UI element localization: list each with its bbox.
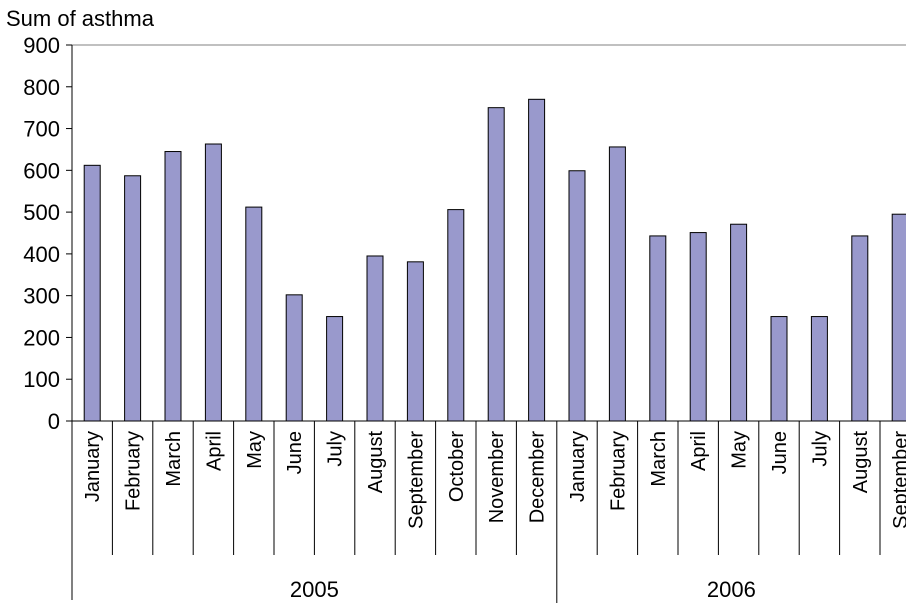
bar bbox=[730, 223, 748, 422]
bar bbox=[83, 164, 101, 422]
x-tick-label: February bbox=[607, 431, 629, 511]
x-group-label: 2005 bbox=[290, 577, 339, 602]
x-tick-label: June bbox=[284, 431, 306, 474]
bar bbox=[164, 151, 182, 422]
x-tick-label: July bbox=[809, 431, 831, 467]
x-tick-label: August bbox=[850, 431, 872, 494]
y-tick-label: 200 bbox=[23, 325, 60, 350]
x-tick-label: January bbox=[567, 431, 589, 502]
bar bbox=[366, 255, 384, 422]
x-tick-label: April bbox=[203, 431, 225, 471]
bar bbox=[770, 316, 788, 422]
x-tick-label: February bbox=[123, 431, 145, 511]
x-tick-label: January bbox=[82, 431, 104, 502]
x-tick-label: June bbox=[769, 431, 791, 474]
y-tick-label: 0 bbox=[48, 409, 60, 434]
x-tick-label: May bbox=[244, 431, 266, 469]
chart-title: Sum of asthma bbox=[6, 6, 154, 31]
bar bbox=[447, 209, 465, 422]
bar bbox=[689, 232, 707, 422]
y-tick-label: 800 bbox=[23, 75, 60, 100]
bar bbox=[528, 98, 546, 422]
x-tick-label: December bbox=[527, 431, 549, 524]
bar bbox=[487, 107, 505, 422]
bar bbox=[406, 261, 424, 422]
x-tick-label: September bbox=[405, 431, 427, 529]
x-tick-label: July bbox=[325, 431, 347, 467]
x-tick-label: May bbox=[729, 431, 751, 469]
y-tick-label: 900 bbox=[23, 33, 60, 58]
x-tick-label: October bbox=[446, 431, 468, 502]
y-axis: 0 100 200 300 400 500 600 700 800 900 bbox=[23, 33, 73, 600]
x-tick-label: April bbox=[688, 431, 710, 471]
y-tick-label: 600 bbox=[23, 158, 60, 183]
x-group-label: 2006 bbox=[707, 577, 756, 602]
bar bbox=[204, 143, 222, 422]
x-tick-label: September bbox=[890, 431, 906, 529]
bar bbox=[245, 206, 263, 422]
bar bbox=[810, 316, 828, 422]
bars bbox=[83, 98, 906, 422]
x-tick-label: March bbox=[163, 431, 185, 487]
y-tick-label: 100 bbox=[23, 367, 60, 392]
y-tick-label: 700 bbox=[23, 117, 60, 142]
bar bbox=[891, 213, 906, 422]
bar bbox=[851, 235, 869, 422]
bar bbox=[285, 294, 303, 422]
x-tick-label: March bbox=[648, 431, 670, 487]
bar bbox=[649, 235, 667, 422]
bar bbox=[608, 146, 626, 422]
bar bbox=[326, 316, 344, 422]
bar bbox=[568, 170, 586, 422]
x-tick-label: November bbox=[486, 431, 508, 524]
x-axis: January February March April May June July Augu… bbox=[71, 420, 906, 603]
y-tick-label: 500 bbox=[23, 200, 60, 225]
y-tick-label: 300 bbox=[23, 284, 60, 309]
bar bbox=[124, 175, 142, 422]
y-tick-label: 400 bbox=[23, 242, 60, 267]
x-tick-label: August bbox=[365, 431, 387, 494]
